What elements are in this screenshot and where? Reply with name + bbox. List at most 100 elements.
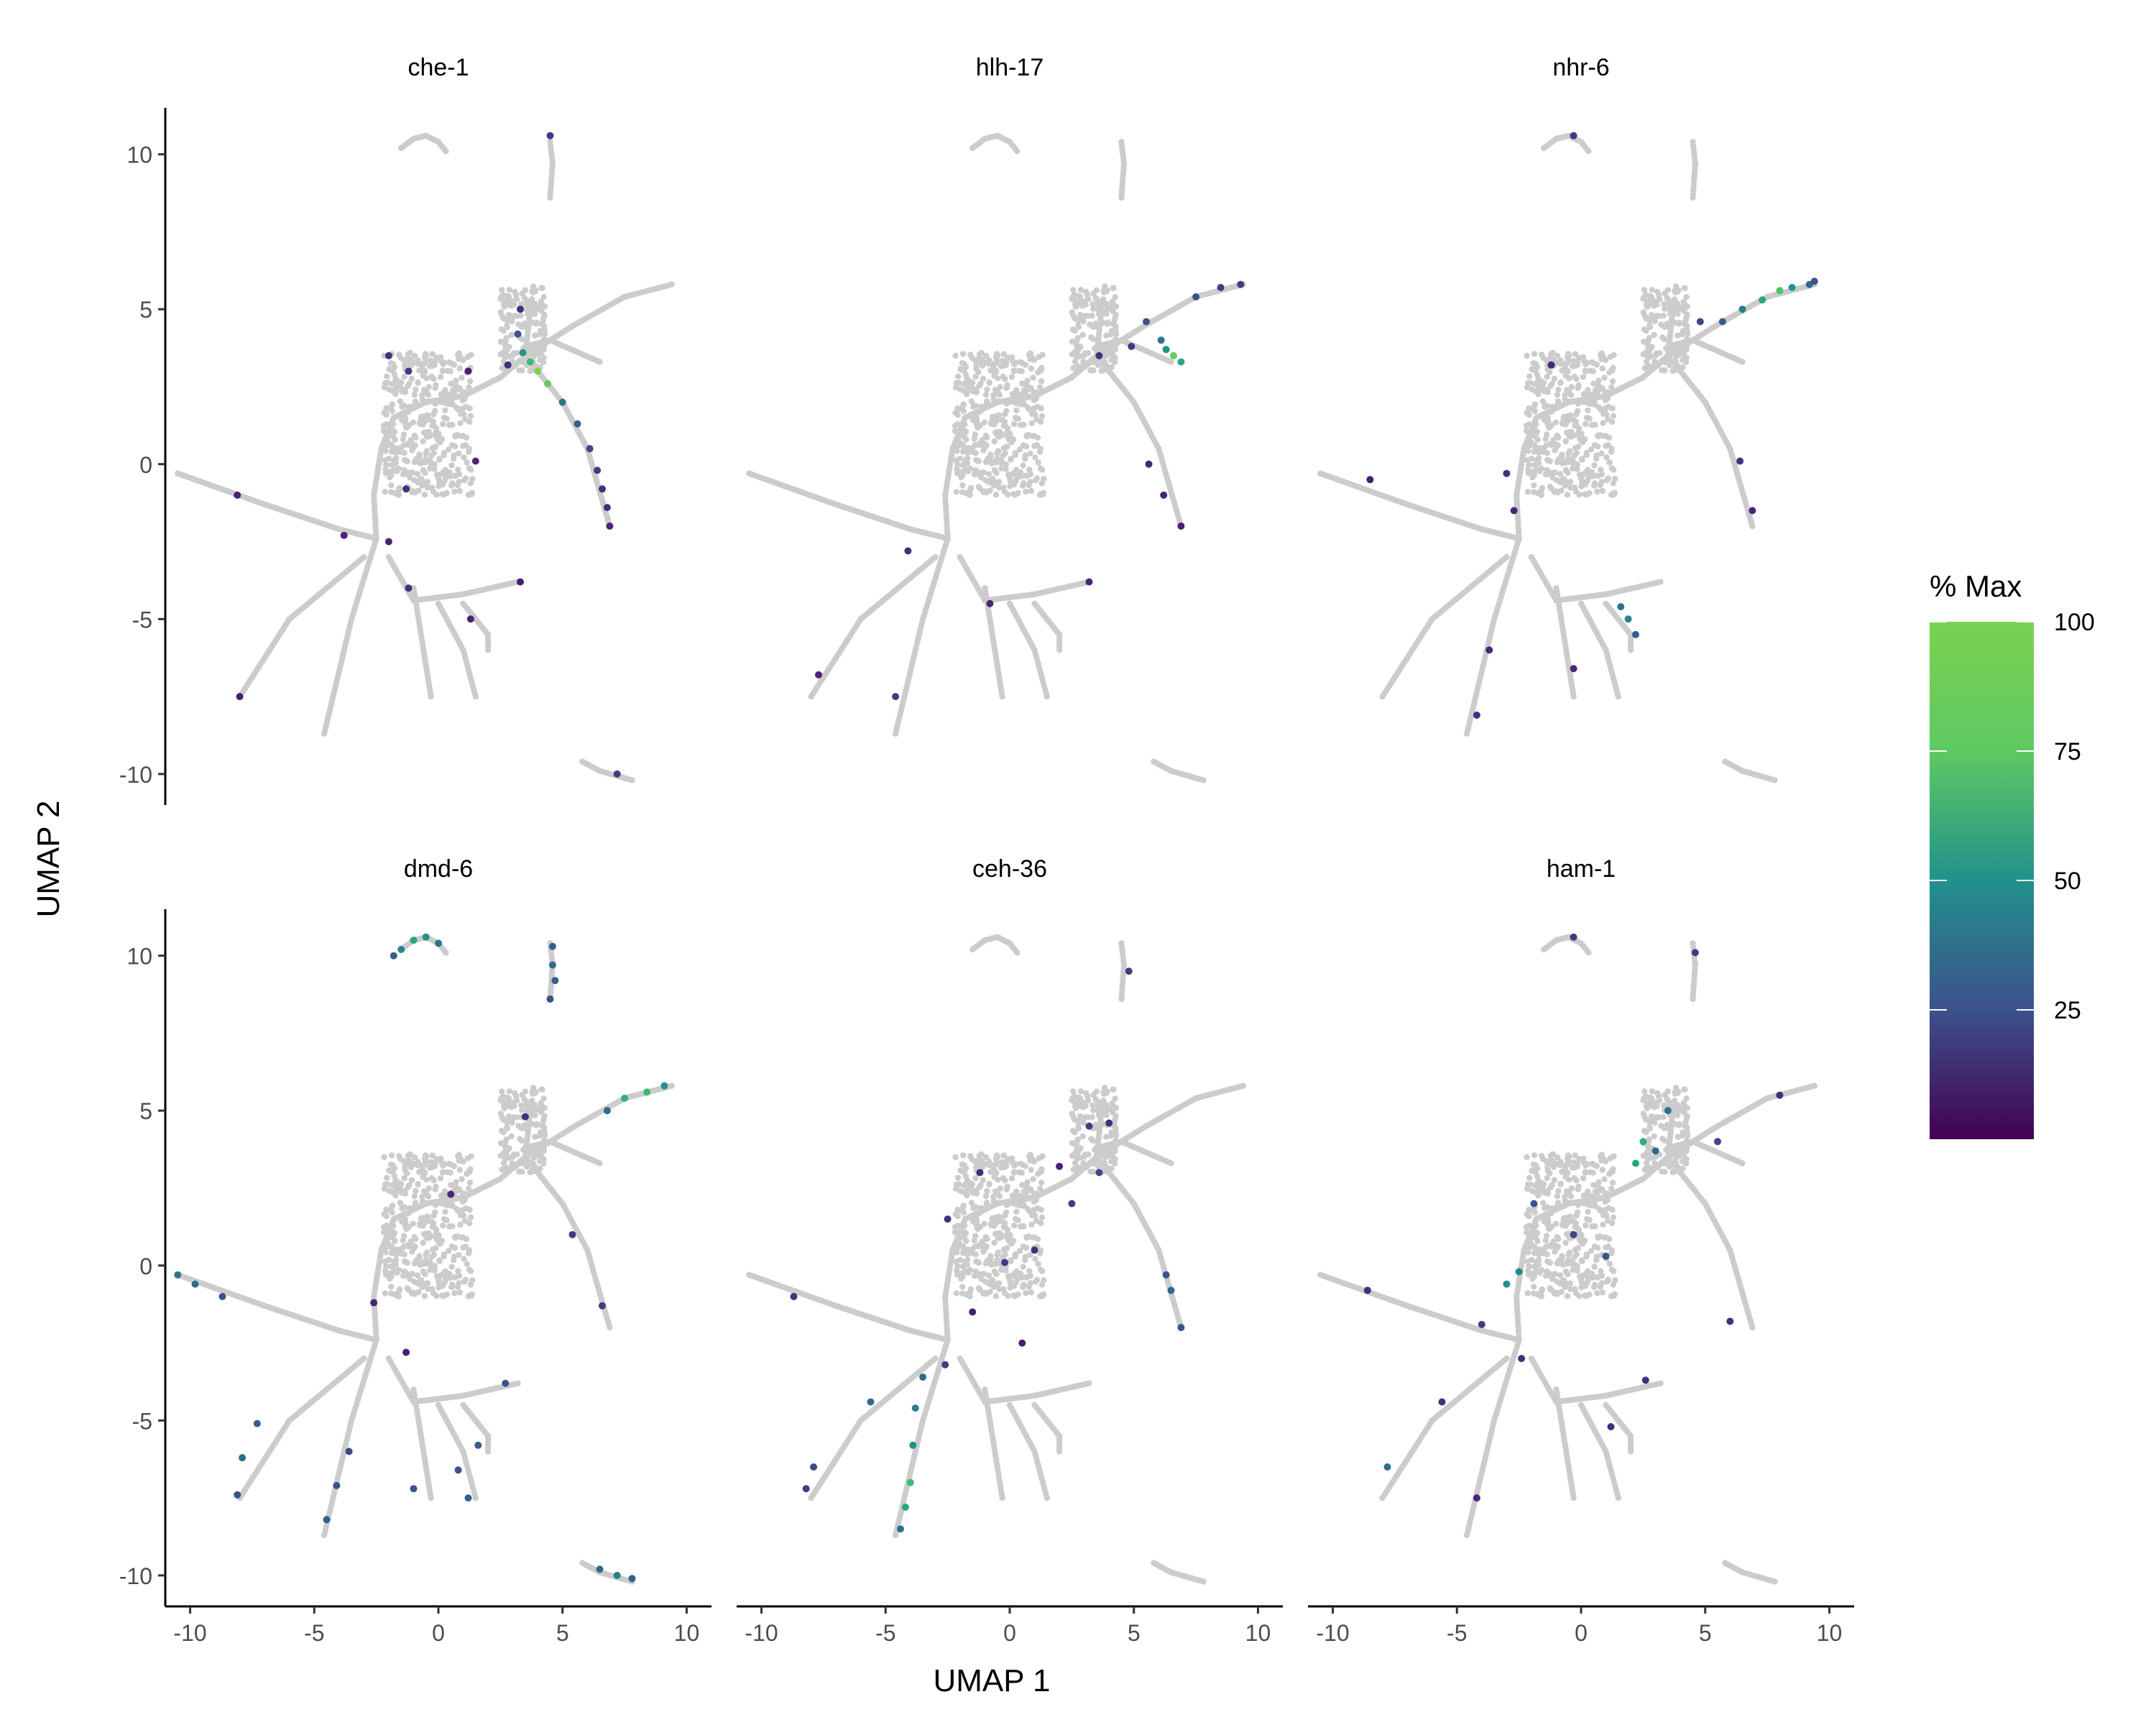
data-point — [1366, 476, 1374, 484]
data-point — [384, 538, 392, 546]
background-cell — [1003, 385, 1010, 391]
background-cell — [382, 1290, 388, 1297]
background-cell — [959, 351, 967, 357]
data-point — [1632, 630, 1639, 638]
background-cell — [1091, 323, 1097, 330]
background-cell — [1564, 459, 1571, 466]
data-point — [1473, 712, 1480, 719]
background-cell — [436, 1273, 443, 1279]
background-cell — [1020, 442, 1027, 448]
background-cell — [1583, 450, 1590, 456]
background-cell — [1562, 438, 1569, 445]
background-cell — [1082, 313, 1089, 319]
background-cell — [389, 1248, 396, 1255]
background-cell — [456, 1167, 463, 1173]
background-cell — [402, 456, 408, 464]
background-cell — [1003, 359, 1010, 365]
background-cell — [390, 367, 396, 374]
background-cell — [391, 466, 397, 473]
background-cell — [1565, 359, 1571, 366]
background-cell — [419, 1284, 425, 1290]
background-cell — [441, 1215, 448, 1223]
background-cell — [1675, 304, 1682, 310]
background-cell — [423, 398, 430, 405]
background-cell — [513, 1098, 520, 1104]
background-cell — [668, 281, 675, 288]
background-cell — [1572, 484, 1578, 491]
background-cell — [402, 362, 408, 369]
background-cell — [1659, 334, 1666, 341]
background-cell — [1608, 367, 1615, 373]
background-cell — [1026, 406, 1033, 413]
data-point — [340, 531, 348, 539]
background-cell — [975, 369, 982, 375]
background-cell — [1028, 365, 1035, 372]
panel-nhr-6: nhr-6 — [1317, 54, 1818, 783]
background-cell — [414, 1256, 420, 1264]
background-cell — [1643, 301, 1650, 308]
background-cell — [1016, 446, 1023, 453]
data-point — [1788, 284, 1796, 291]
background-cell — [1072, 359, 1079, 365]
background-cell — [384, 1174, 390, 1181]
background-cell — [1557, 380, 1564, 387]
background-cell — [998, 363, 1005, 369]
background-cell — [467, 480, 474, 487]
background-cell — [466, 384, 472, 391]
background-cell — [1008, 374, 1015, 380]
background-cell — [972, 374, 979, 380]
background-cell — [596, 359, 603, 365]
background-cell — [429, 484, 436, 491]
background-cell — [429, 423, 436, 429]
background-cell — [1021, 387, 1028, 393]
data-point — [1696, 318, 1704, 326]
background-cell — [506, 344, 512, 351]
background-cell — [1772, 777, 1778, 783]
background-cell — [427, 1261, 433, 1268]
panel-title: hlh-17 — [976, 54, 1044, 81]
background-cell — [1611, 466, 1617, 473]
background-cell — [1038, 405, 1044, 412]
background-cell — [401, 419, 407, 426]
background-cell — [1031, 405, 1037, 412]
background-cell — [1651, 331, 1657, 339]
background-cell — [892, 730, 899, 737]
background-cell — [1641, 365, 1648, 372]
background-cell — [993, 359, 1000, 366]
background-cell — [380, 1229, 387, 1236]
background-cell — [982, 352, 990, 359]
background-cell — [977, 408, 983, 415]
background-cell — [961, 381, 967, 387]
background-cell — [402, 471, 410, 477]
background-cell — [462, 1276, 469, 1283]
background-cell — [955, 373, 962, 380]
data-point — [1810, 277, 1818, 285]
background-cell — [1574, 359, 1581, 365]
background-cell — [1531, 421, 1538, 428]
background-cell — [456, 1289, 463, 1296]
data-point — [466, 615, 474, 623]
background-cell — [388, 1152, 395, 1159]
background-cell — [405, 351, 412, 358]
background-cell — [973, 456, 980, 464]
background-cell — [989, 415, 996, 421]
background-cell — [998, 465, 1005, 472]
y-tick-label: 10 — [126, 142, 152, 168]
background-cell — [438, 1159, 445, 1166]
background-cell — [1544, 419, 1550, 426]
background-cell — [1168, 359, 1174, 365]
background-cell — [442, 1276, 449, 1284]
data-point — [1177, 523, 1185, 530]
background-cell — [405, 1287, 412, 1293]
background-cell — [424, 433, 430, 440]
background-cell — [428, 693, 434, 700]
background-cell — [459, 1207, 466, 1213]
background-cell — [1032, 454, 1038, 461]
background-cell — [402, 1258, 408, 1265]
background-cell — [979, 437, 985, 443]
background-cell — [381, 1154, 387, 1161]
data-point — [1157, 336, 1165, 344]
background-cell — [1627, 647, 1634, 653]
background-cell — [389, 446, 396, 453]
background-cell — [964, 455, 971, 461]
